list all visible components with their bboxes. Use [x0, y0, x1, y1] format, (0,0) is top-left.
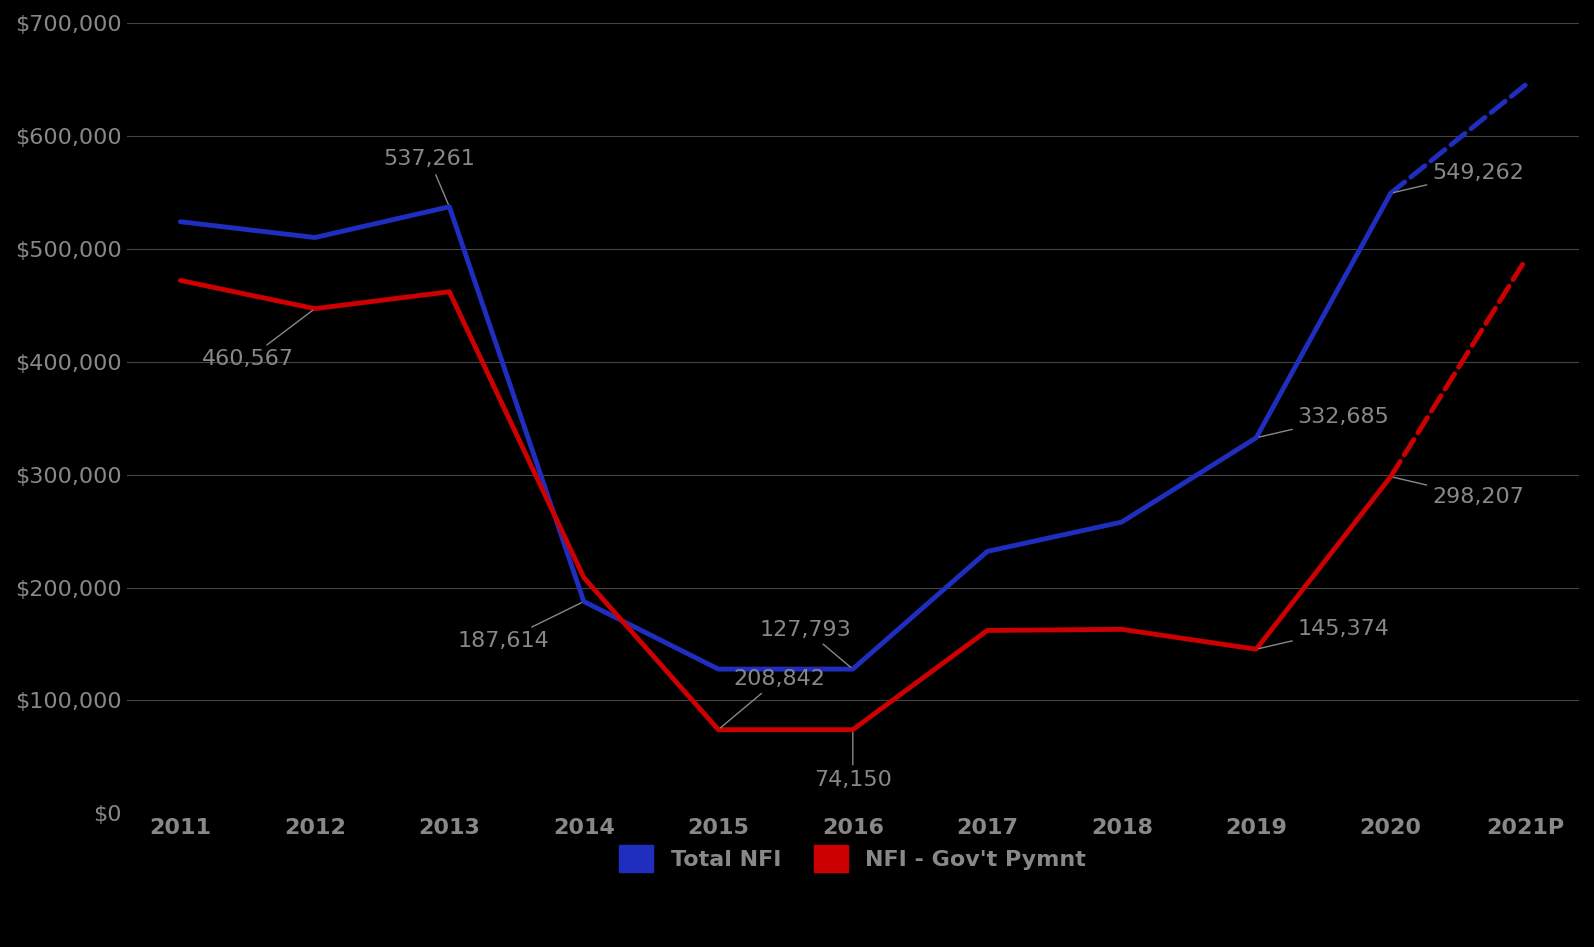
Text: 145,374: 145,374	[1259, 619, 1390, 649]
Text: 74,150: 74,150	[815, 732, 891, 791]
Text: 549,262: 549,262	[1393, 163, 1524, 192]
Text: 187,614: 187,614	[457, 602, 582, 651]
Legend: Total NFI, NFI - Gov't Pymnt: Total NFI, NFI - Gov't Pymnt	[611, 836, 1095, 882]
Text: 127,793: 127,793	[760, 619, 851, 668]
Text: 537,261: 537,261	[383, 150, 475, 205]
Text: 298,207: 298,207	[1393, 477, 1524, 507]
Text: 460,567: 460,567	[202, 311, 312, 369]
Text: 332,685: 332,685	[1259, 407, 1390, 438]
Text: 208,842: 208,842	[720, 669, 824, 728]
